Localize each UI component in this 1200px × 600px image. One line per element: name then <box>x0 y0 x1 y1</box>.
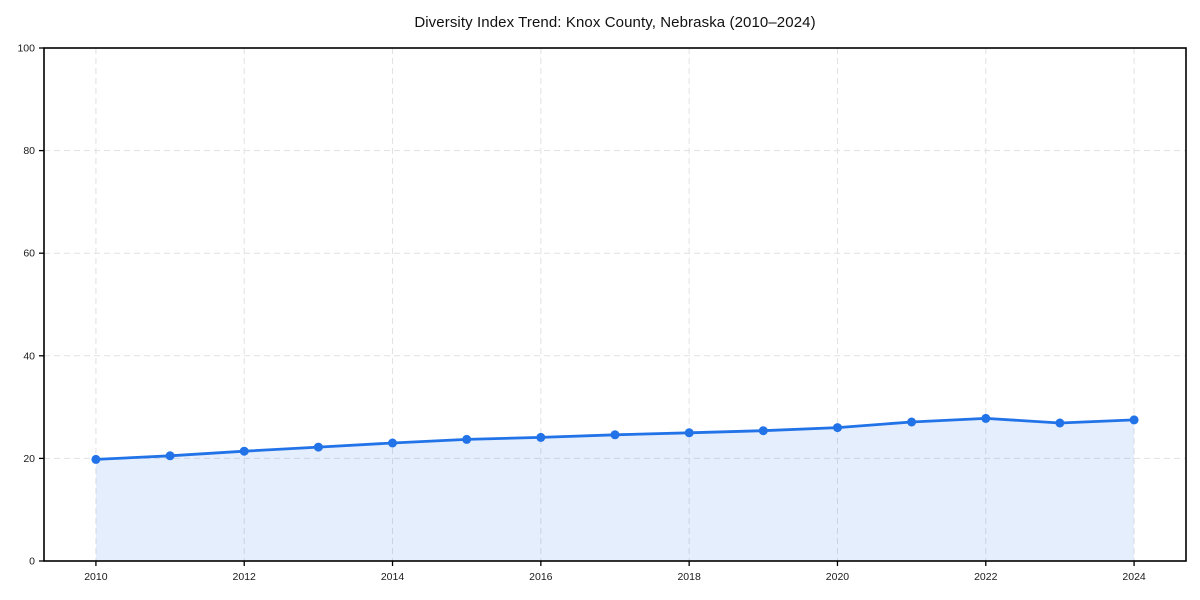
data-point-2013 <box>313 442 323 452</box>
y-tick-label: 0 <box>29 556 35 568</box>
x-tick-label: 2024 <box>1122 571 1146 583</box>
data-point-2018 <box>684 428 694 438</box>
data-point-2022 <box>981 413 991 423</box>
area-fill <box>95 418 1135 561</box>
plot-border <box>43 47 1187 562</box>
data-point-2014 <box>388 438 397 448</box>
y-tick-label: 40 <box>23 350 35 362</box>
data-point-2015 <box>462 434 472 444</box>
x-tick-label: 2012 <box>233 571 257 583</box>
data-point-2010 <box>91 454 101 464</box>
x-tick-label: 2020 <box>826 571 850 583</box>
data-point-2012 <box>239 446 249 456</box>
x-tick-label: 2022 <box>974 571 998 583</box>
data-point-2024 <box>1129 415 1139 425</box>
data-point-2011 <box>165 451 175 461</box>
x-tick-label: 2014 <box>381 571 405 583</box>
data-point-2017 <box>610 430 620 440</box>
data-point-2021 <box>907 417 917 427</box>
y-tick-label: 60 <box>23 248 35 260</box>
x-tick-label: 2010 <box>84 571 108 583</box>
data-point-2020 <box>833 423 842 433</box>
x-tick-label: 2018 <box>677 571 701 583</box>
y-tick-label: 20 <box>23 453 35 465</box>
y-tick-label: 80 <box>23 145 35 157</box>
data-point-2019 <box>758 426 768 436</box>
y-tick-label: 100 <box>17 43 35 55</box>
x-tick-label: 2016 <box>529 571 553 583</box>
data-point-2016 <box>536 432 546 442</box>
chart-title: Diversity Index Trend: Knox County, Nebr… <box>414 14 816 31</box>
data-point-2023 <box>1055 418 1065 428</box>
